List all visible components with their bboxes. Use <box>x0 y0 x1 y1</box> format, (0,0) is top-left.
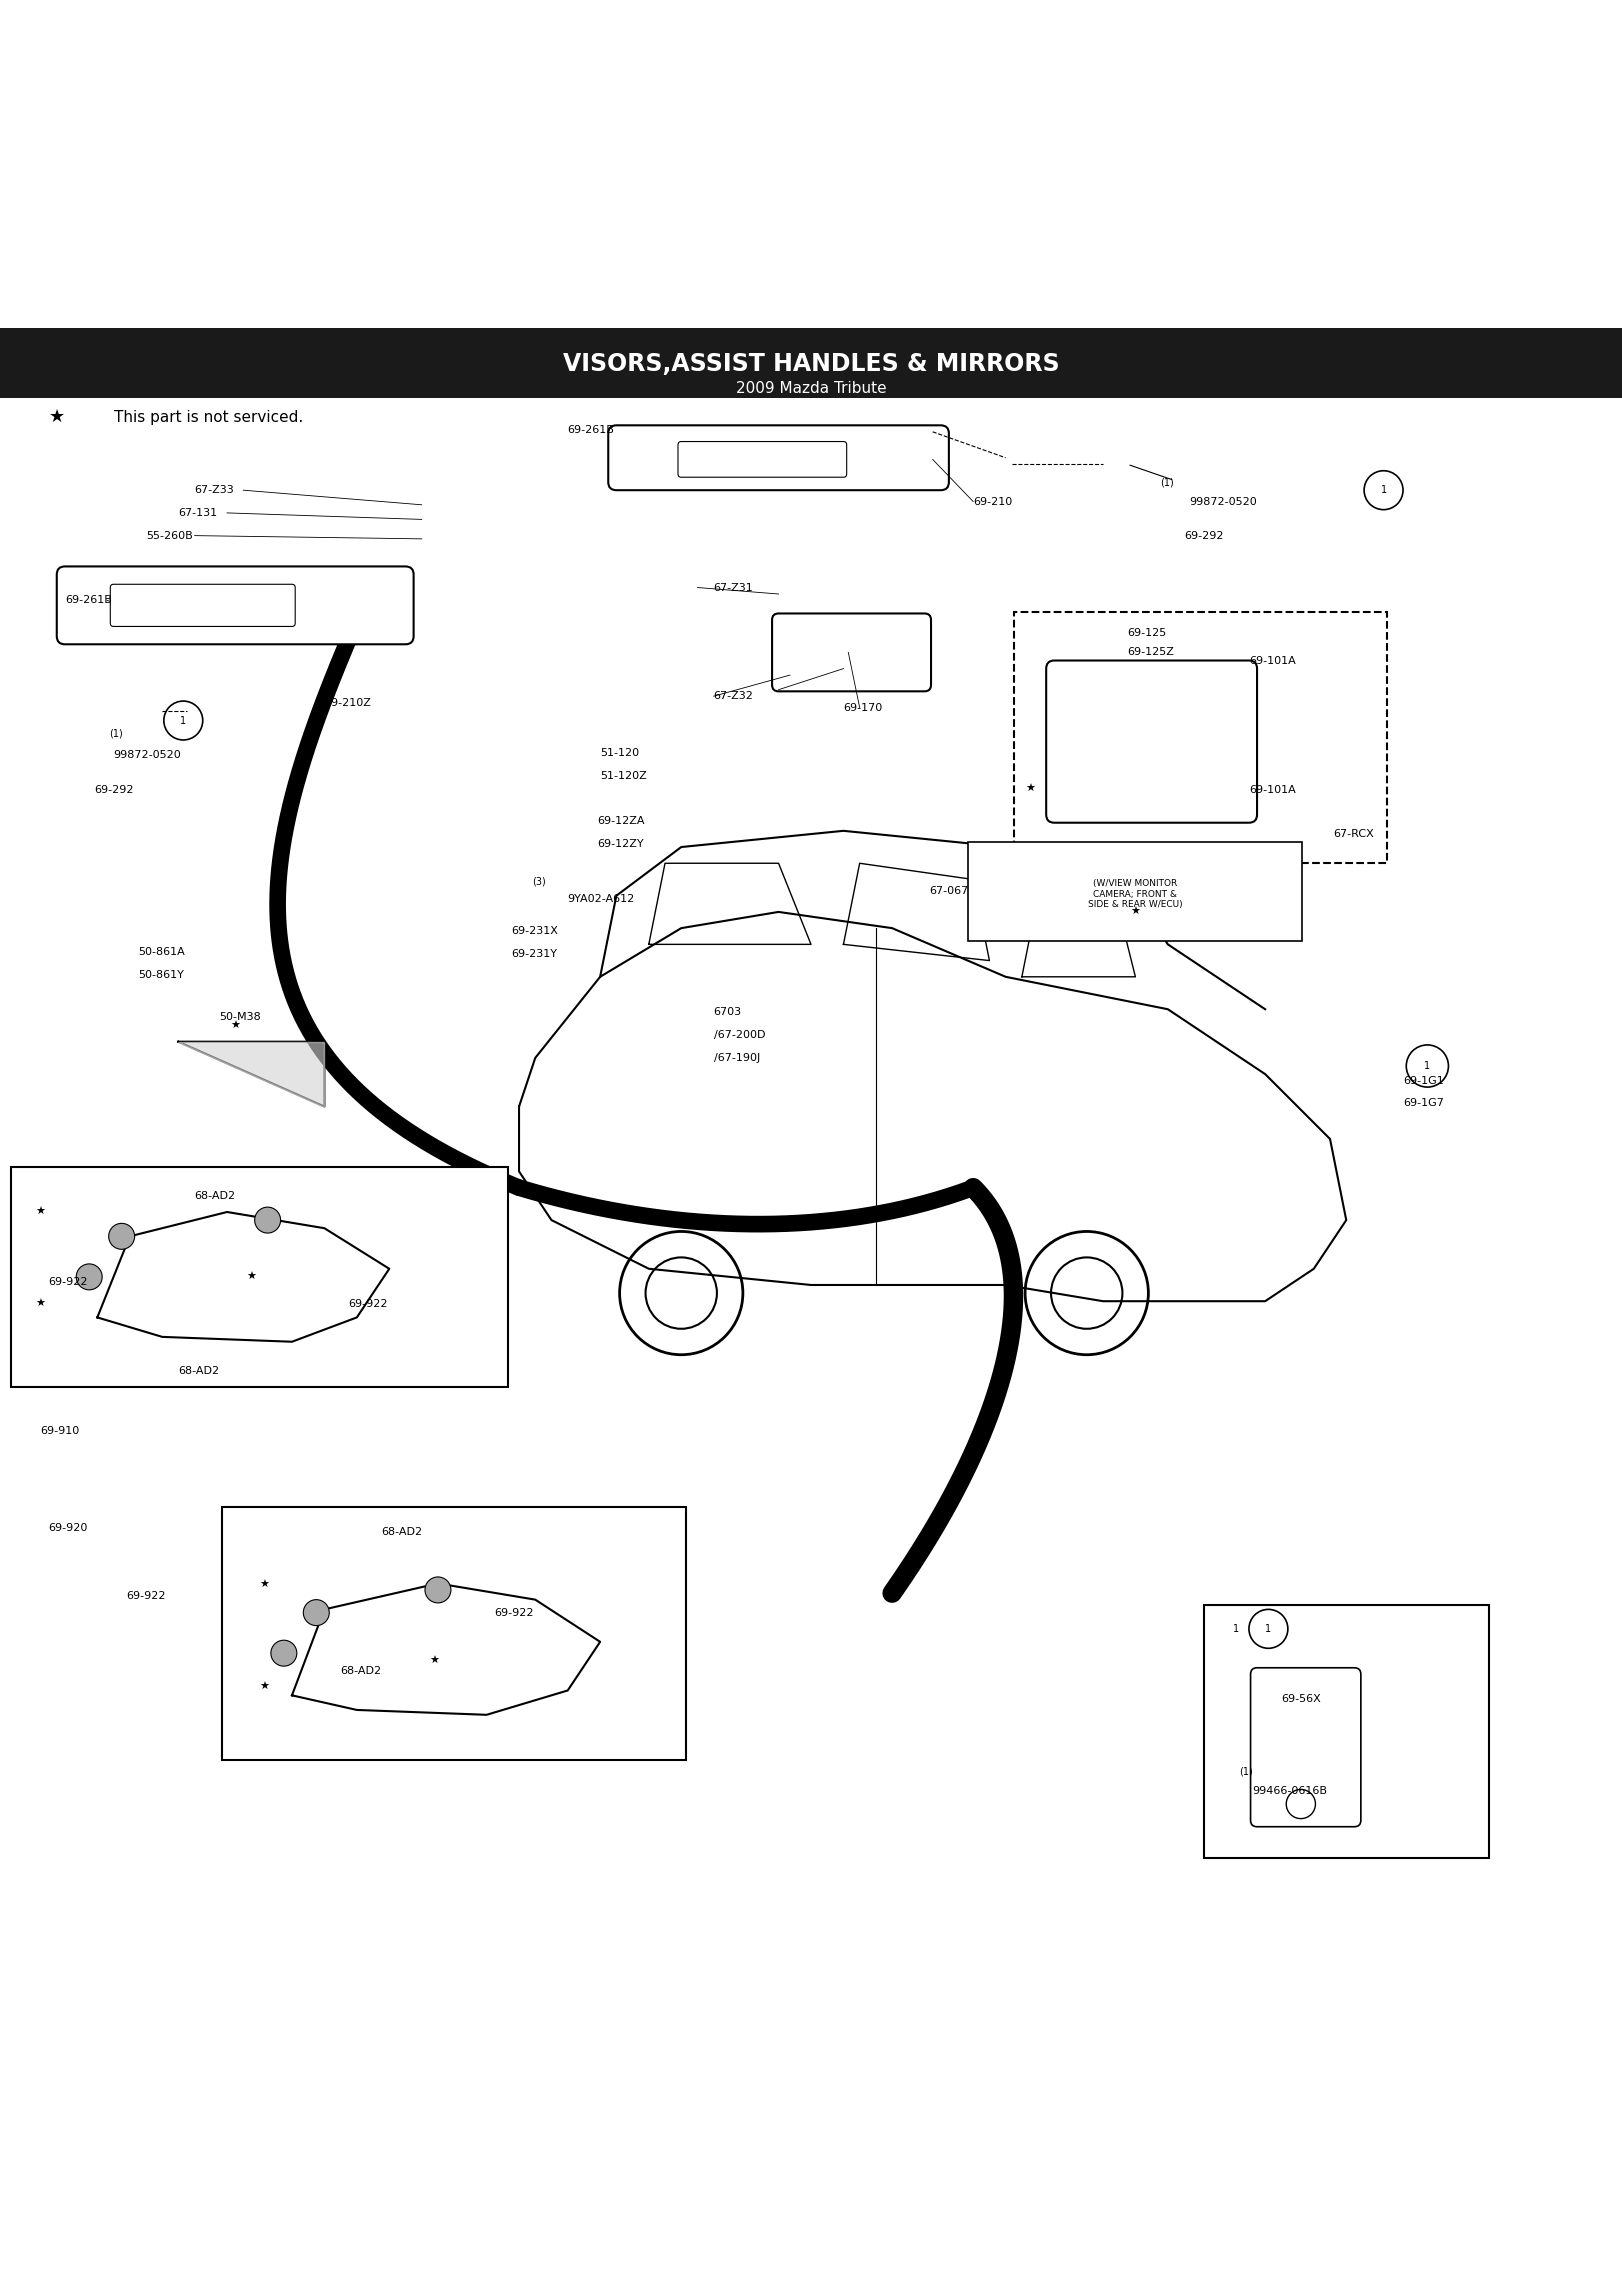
Text: 69-910: 69-910 <box>41 1426 79 1435</box>
Polygon shape <box>178 1041 324 1107</box>
Text: 69-1G7: 69-1G7 <box>1403 1098 1444 1109</box>
Text: 50-861A: 50-861A <box>138 948 185 957</box>
Text: 69-101A: 69-101A <box>1249 656 1296 665</box>
Circle shape <box>425 1576 451 1604</box>
Text: 1: 1 <box>180 715 187 724</box>
Text: (1): (1) <box>109 729 122 738</box>
FancyBboxPatch shape <box>110 583 295 626</box>
Text: 1: 1 <box>1233 1624 1239 1633</box>
FancyBboxPatch shape <box>1046 661 1257 822</box>
Text: 69-210: 69-210 <box>973 497 1012 506</box>
Text: /67-190J: /67-190J <box>714 1052 761 1064</box>
Circle shape <box>255 1207 281 1232</box>
Text: ★: ★ <box>1131 907 1140 918</box>
Text: VISORS,ASSIST HANDLES & MIRRORS: VISORS,ASSIST HANDLES & MIRRORS <box>563 351 1059 376</box>
Text: 69-56X: 69-56X <box>1281 1693 1322 1704</box>
Text: ★: ★ <box>247 1271 256 1283</box>
Text: 55-260B: 55-260B <box>146 531 193 540</box>
FancyBboxPatch shape <box>57 567 414 645</box>
Text: 69-12ZY: 69-12ZY <box>597 838 644 850</box>
Text: 69-12ZA: 69-12ZA <box>597 816 644 827</box>
Text: 69-922: 69-922 <box>495 1608 534 1617</box>
Text: 50-M38: 50-M38 <box>219 1011 261 1023</box>
Text: 68-AD2: 68-AD2 <box>341 1665 381 1677</box>
Text: /67-200D: /67-200D <box>714 1030 766 1041</box>
Text: 69-101A: 69-101A <box>1249 786 1296 795</box>
Text: 69-170: 69-170 <box>843 702 882 713</box>
Text: 2009 Mazda Tribute: 2009 Mazda Tribute <box>736 380 886 396</box>
Text: 67-Z33: 67-Z33 <box>195 485 235 494</box>
Text: 68-AD2: 68-AD2 <box>178 1367 219 1376</box>
FancyBboxPatch shape <box>1251 1667 1361 1827</box>
Text: (1): (1) <box>1239 1765 1252 1777</box>
Text: 69-261B: 69-261B <box>568 426 615 435</box>
Text: 99872-0520: 99872-0520 <box>1189 497 1257 506</box>
Text: 99872-0520: 99872-0520 <box>114 749 182 759</box>
Text: 67-131: 67-131 <box>178 508 217 517</box>
Circle shape <box>76 1264 102 1289</box>
Text: 67-Z31: 67-Z31 <box>714 583 754 592</box>
Text: 69-231X: 69-231X <box>511 927 558 936</box>
Text: ★: ★ <box>260 1581 269 1590</box>
Text: 69-231Y: 69-231Y <box>511 950 556 959</box>
Text: 1: 1 <box>1424 1062 1431 1071</box>
FancyBboxPatch shape <box>678 442 847 476</box>
Circle shape <box>271 1640 297 1665</box>
Text: 51-120Z: 51-120Z <box>600 770 647 781</box>
Text: 9YA02-A612: 9YA02-A612 <box>568 893 634 904</box>
Text: 67-067: 67-067 <box>929 886 968 895</box>
Text: 69-125: 69-125 <box>1127 629 1166 638</box>
FancyBboxPatch shape <box>0 328 1622 399</box>
FancyBboxPatch shape <box>1204 1604 1489 1857</box>
Text: (1): (1) <box>1160 476 1173 487</box>
Text: ★: ★ <box>36 1298 45 1310</box>
Text: 69-920: 69-920 <box>49 1524 88 1533</box>
Text: 69-125Z: 69-125Z <box>1127 647 1174 658</box>
Text: 99466-0616B: 99466-0616B <box>1252 1786 1327 1795</box>
Text: 69-922: 69-922 <box>127 1592 165 1601</box>
Text: 68-AD2: 68-AD2 <box>381 1526 422 1538</box>
Text: 69-292: 69-292 <box>94 786 133 795</box>
Text: ★: ★ <box>36 1207 45 1216</box>
Text: ★: ★ <box>1025 784 1035 793</box>
FancyBboxPatch shape <box>11 1166 508 1387</box>
FancyBboxPatch shape <box>968 843 1302 941</box>
Text: 69-261B: 69-261B <box>65 595 112 606</box>
Text: 69-1G1: 69-1G1 <box>1403 1075 1444 1087</box>
FancyBboxPatch shape <box>608 426 949 490</box>
Text: 1: 1 <box>1265 1624 1272 1633</box>
Text: ★: ★ <box>260 1681 269 1693</box>
Text: 69-210Z: 69-210Z <box>324 697 371 708</box>
Text: 67-RCX: 67-RCX <box>1333 829 1374 838</box>
Circle shape <box>303 1599 329 1626</box>
Text: 69-292: 69-292 <box>1184 531 1223 540</box>
Text: ★: ★ <box>49 408 65 426</box>
Text: ★: ★ <box>430 1656 440 1665</box>
Circle shape <box>109 1223 135 1248</box>
FancyBboxPatch shape <box>222 1508 686 1761</box>
Text: ★: ★ <box>230 1021 240 1030</box>
Text: 51-120: 51-120 <box>600 747 639 759</box>
Text: 6703: 6703 <box>714 1007 741 1018</box>
Text: (W/VIEW MONITOR
CAMERA; FRONT &
SIDE & REAR W/ECU): (W/VIEW MONITOR CAMERA; FRONT & SIDE & R… <box>1088 879 1182 909</box>
Text: 50-861Y: 50-861Y <box>138 970 183 980</box>
Text: 69-922: 69-922 <box>49 1276 88 1287</box>
Text: (3): (3) <box>532 877 545 886</box>
Text: 1: 1 <box>1380 485 1387 494</box>
FancyBboxPatch shape <box>1014 613 1387 863</box>
Text: 69-922: 69-922 <box>349 1298 388 1310</box>
Text: This part is not serviced.: This part is not serviced. <box>114 410 303 424</box>
FancyBboxPatch shape <box>772 613 931 690</box>
Text: 68-AD2: 68-AD2 <box>195 1191 235 1201</box>
Text: 67-Z32: 67-Z32 <box>714 690 754 702</box>
